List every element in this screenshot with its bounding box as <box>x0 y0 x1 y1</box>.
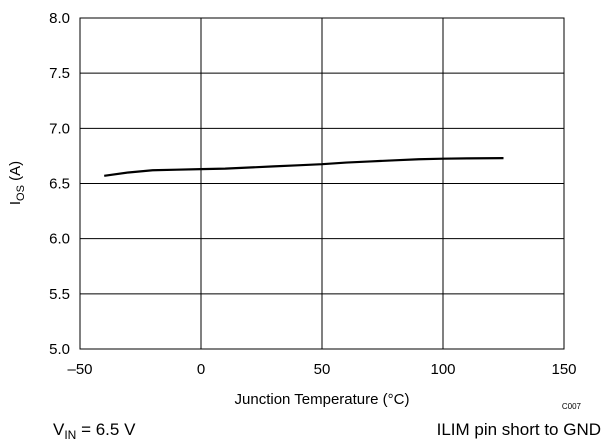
plot-frame <box>79 17 565 350</box>
y-tick-label: 7.5 <box>49 65 70 82</box>
y-axis-label: IOS (A) <box>7 161 27 205</box>
x-ticks: –50 0 50 100 150 <box>67 361 576 378</box>
y-tick-label: 5.0 <box>49 341 70 358</box>
x-tick-label: 100 <box>430 361 455 378</box>
y-tick-label: 6.5 <box>49 176 70 193</box>
x-tick-label: 150 <box>551 361 576 378</box>
x-tick-label: 0 <box>197 361 205 378</box>
x-axis-label: Junction Temperature (°C) <box>235 391 410 408</box>
gridlines <box>80 18 564 349</box>
series-line <box>104 157 504 177</box>
x-tick-label: –50 <box>67 361 92 378</box>
y-tick-label: 5.5 <box>49 286 70 303</box>
figure-code: C007 <box>562 402 582 411</box>
condition-ilim: ILIM pin short to GND <box>437 420 601 439</box>
condition-vin: VIN = 6.5 V <box>53 420 136 442</box>
y-tick-label: 6.0 <box>49 231 70 248</box>
x-tick-label: 50 <box>314 361 331 378</box>
y-tick-label: 8.0 <box>49 10 70 27</box>
y-tick-label: 7.0 <box>49 120 70 137</box>
y-ticks: 5.0 5.5 6.0 6.5 7.0 7.5 8.0 <box>49 10 70 358</box>
